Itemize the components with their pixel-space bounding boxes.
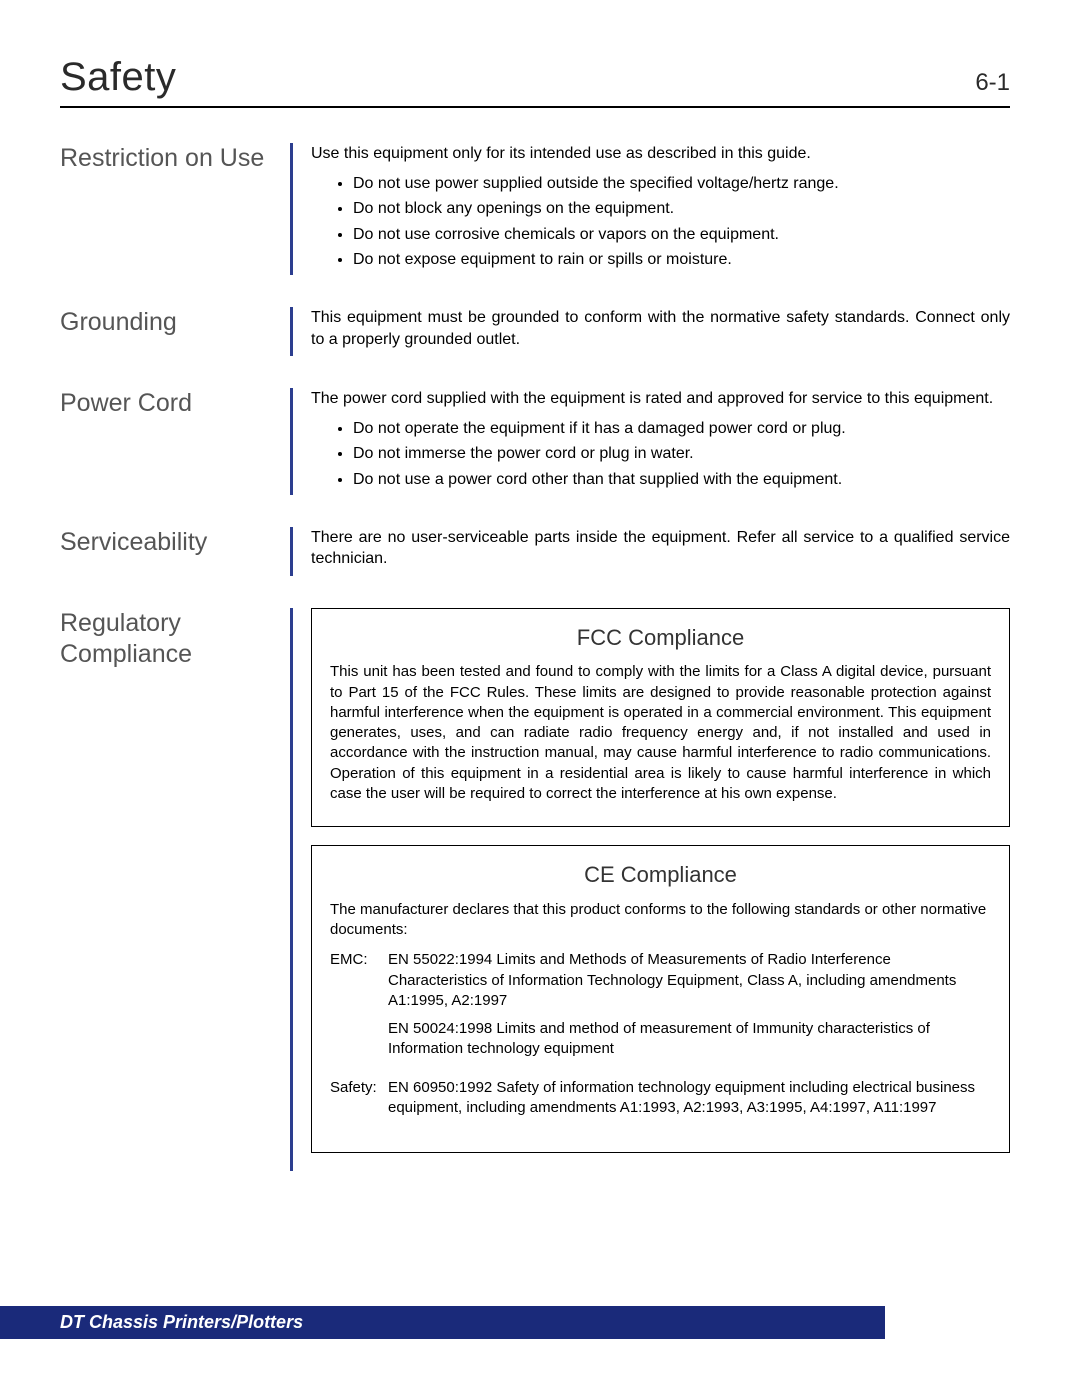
box-text: This unit has been tested and found to c… xyxy=(330,662,991,804)
footer-bar: DT Chassis Printers/Plotters xyxy=(0,1306,885,1339)
def-row-emc: EMC: EN 55022:1994 Limits and Methods of… xyxy=(330,950,991,1067)
bullet-list: Do not operate the equipment if it has a… xyxy=(353,418,1010,491)
intro-text: Use this equipment only for its intended… xyxy=(311,143,1010,165)
bullet-item: Do not block any openings on the equipme… xyxy=(353,198,1010,220)
section-heading: Grounding xyxy=(60,307,290,356)
bullet-item: Do not use power supplied outside the sp… xyxy=(353,173,1010,195)
section-body: Use this equipment only for its intended… xyxy=(290,143,1010,275)
def-label: Safety: xyxy=(330,1078,388,1127)
page-title: Safety xyxy=(60,55,176,100)
box-intro: The manufacturer declares that this prod… xyxy=(330,900,991,941)
section-heading: Power Cord xyxy=(60,388,290,494)
def-text: EN 55022:1994 Limits and Methods of Meas… xyxy=(388,950,991,1067)
section-regulatory: Regulatory Compliance FCC Compliance Thi… xyxy=(60,608,1010,1171)
section-body: The power cord supplied with the equipme… xyxy=(290,388,1010,494)
bullet-item: Do not expose equipment to rain or spill… xyxy=(353,249,1010,271)
section-restriction: Restriction on Use Use this equipment on… xyxy=(60,143,1010,275)
bullet-item: Do not immerse the power cord or plug in… xyxy=(353,443,1010,465)
intro-text: The power cord supplied with the equipme… xyxy=(311,388,1010,410)
def-text-line: EN 60950:1992 Safety of information tech… xyxy=(388,1078,991,1119)
section-heading: Serviceability xyxy=(60,527,290,576)
page-header: Safety 6-1 xyxy=(60,55,1010,108)
page: Safety 6-1 Restriction on Use Use this e… xyxy=(0,0,1080,1171)
section-heading: Restriction on Use xyxy=(60,143,290,275)
page-number: 6-1 xyxy=(975,69,1010,97)
box-title: CE Compliance xyxy=(330,860,991,890)
body-text: There are no user-serviceable parts insi… xyxy=(311,527,1010,570)
definition-list: EMC: EN 55022:1994 Limits and Methods of… xyxy=(330,950,991,1126)
body-text: This equipment must be grounded to confo… xyxy=(311,307,1010,350)
def-row-safety: Safety: EN 60950:1992 Safety of informat… xyxy=(330,1078,991,1127)
section-grounding: Grounding This equipment must be grounde… xyxy=(60,307,1010,356)
ce-box: CE Compliance The manufacturer declares … xyxy=(311,845,1010,1153)
def-text-line: EN 50024:1998 Limits and method of measu… xyxy=(388,1019,991,1060)
section-powercord: Power Cord The power cord supplied with … xyxy=(60,388,1010,494)
box-title: FCC Compliance xyxy=(330,623,991,653)
def-text: EN 60950:1992 Safety of information tech… xyxy=(388,1078,991,1127)
section-serviceability: Serviceability There are no user-service… xyxy=(60,527,1010,576)
section-body: There are no user-serviceable parts insi… xyxy=(290,527,1010,576)
section-body: This equipment must be grounded to confo… xyxy=(290,307,1010,356)
bullet-item: Do not use corrosive chemicals or vapors… xyxy=(353,224,1010,246)
bullet-list: Do not use power supplied outside the sp… xyxy=(353,173,1010,271)
fcc-box: FCC Compliance This unit has been tested… xyxy=(311,608,1010,827)
def-label: EMC: xyxy=(330,950,388,1067)
def-text-line: EN 55022:1994 Limits and Methods of Meas… xyxy=(388,950,991,1011)
section-heading: Regulatory Compliance xyxy=(60,608,290,1171)
bullet-item: Do not use a power cord other than that … xyxy=(353,469,1010,491)
bullet-item: Do not operate the equipment if it has a… xyxy=(353,418,1010,440)
section-body: FCC Compliance This unit has been tested… xyxy=(290,608,1010,1171)
